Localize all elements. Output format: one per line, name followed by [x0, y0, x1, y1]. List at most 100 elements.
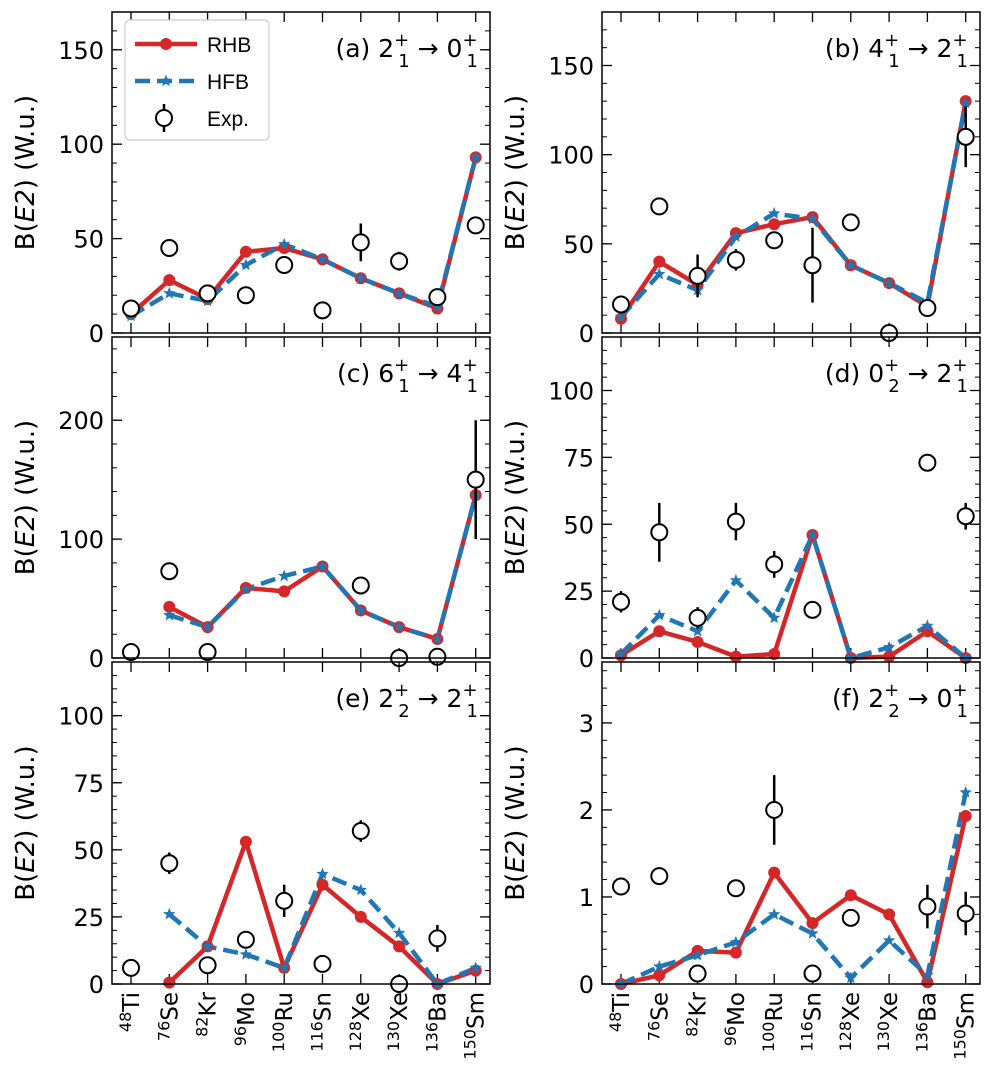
exp-point [198, 284, 217, 303]
exp-point [313, 301, 332, 320]
panel-title-sub1: 1 [888, 51, 899, 72]
hfb-point [691, 624, 704, 637]
y-axis-label-prefix: B( [501, 873, 531, 901]
y-tick-label: 50 [73, 226, 104, 254]
x-tick-label: 128Xe [346, 992, 375, 1051]
x-tick-mass: 128 [346, 1021, 365, 1052]
exp-point [351, 576, 370, 595]
x-tick-mass: 128 [836, 1021, 855, 1052]
x-tick-label: 116Sn [308, 992, 337, 1052]
rhb-line [619, 100, 968, 320]
y-axis-label-suffix: ) (W.u.) [11, 420, 41, 514]
hfb-point [431, 632, 444, 645]
hfb-point [163, 608, 176, 621]
panel-title-sub2: 1 [467, 51, 478, 72]
legend: RHB HFB Exp. [124, 19, 270, 141]
x-tick-label: 150Sm [461, 992, 490, 1060]
x-tick-label: 76Se [644, 992, 673, 1041]
x-tick-mass: 100 [759, 1022, 778, 1053]
hfb-point [239, 948, 253, 960]
plot-area [612, 95, 975, 342]
x-tick-mass: 82 [683, 1017, 702, 1037]
panel-title: (e) 2+ 2 → 2+ 1 [335, 680, 478, 722]
hfb-point [691, 948, 704, 961]
hfb-point [278, 569, 291, 582]
hfb-point [768, 207, 781, 219]
rhb-point [768, 647, 781, 660]
hfb-point [653, 960, 666, 972]
x-tick-symbol: Ba [915, 992, 941, 1022]
y-tick-label: 100 [548, 378, 594, 406]
x-tick-symbol: Ba [425, 992, 451, 1022]
y-tick-label: 100 [58, 526, 104, 554]
x-tick-symbol: Sn [801, 992, 827, 1021]
panel-title-sub1: 1 [398, 51, 409, 72]
rhb-line [619, 532, 967, 661]
x-tick-symbol: Kr [686, 991, 712, 1016]
hfb-point [278, 237, 291, 250]
axes-frame [111, 661, 491, 985]
panel-title-sub1: 2 [398, 701, 409, 722]
exp-point [956, 127, 975, 146]
exp-point [313, 954, 332, 973]
hfb-point [239, 258, 253, 271]
hfb-point [882, 276, 896, 289]
x-tick-label: 96Mo [721, 992, 750, 1046]
axes-frame [601, 336, 981, 659]
exp-point [726, 879, 745, 898]
hfb-point [392, 620, 406, 633]
rhb-point [653, 625, 666, 638]
hfb-line [168, 494, 478, 642]
y-tick-label: 1 [579, 884, 594, 912]
legend-rhb-label: RHB [207, 34, 251, 57]
axes-frame [601, 11, 981, 334]
panel-title-sub2: 1 [957, 701, 968, 722]
hfb-point [163, 907, 176, 920]
rhb-point [768, 866, 781, 879]
legend-hfb-label: HFB [207, 71, 249, 94]
hfb-point [354, 883, 367, 896]
legend-exp-label: Exp. [207, 108, 249, 131]
exp-point [726, 250, 745, 269]
panel-title-sup1: + [394, 355, 409, 376]
exp-point [612, 877, 630, 896]
exp-point [726, 512, 745, 531]
rhb-point [653, 255, 666, 268]
x-tick-mass: 150 [951, 1029, 970, 1060]
exp-point [466, 470, 485, 489]
plot-area [122, 420, 485, 667]
y-tick-label: 0 [579, 971, 594, 999]
hfb-point [316, 867, 329, 880]
rhb-point [278, 242, 291, 255]
rhb-point [691, 635, 704, 648]
plot-area [122, 150, 485, 322]
exp-point [275, 256, 294, 275]
exp-point [236, 286, 255, 305]
x-tick-mass: 100 [269, 1022, 288, 1053]
exp-point [956, 507, 975, 526]
y-axis-label-italic: E2 [501, 840, 531, 873]
x-tick-symbol: Sn [311, 992, 337, 1021]
hfb-point [469, 150, 482, 163]
panel-title-j2: 4 [447, 359, 463, 388]
y-axis-label: B(E2) (W.u.) [11, 745, 41, 900]
exp-point [650, 867, 669, 886]
exp-point [688, 964, 707, 983]
exp-point [160, 562, 179, 581]
panel-title-arrow: → [900, 34, 937, 63]
hfb-point [239, 582, 253, 595]
panel-title-label: (a) 2 [335, 34, 394, 63]
hfb-point [316, 252, 329, 265]
exp-point [956, 904, 975, 923]
panel-title-sub2: 1 [957, 51, 968, 72]
panel-title-sub2: 1 [467, 701, 478, 722]
hfb-line [129, 156, 478, 318]
x-tick-symbol: Sm [464, 992, 490, 1029]
rhb-point [806, 917, 819, 930]
y-axis-label-italic: E2 [501, 514, 531, 547]
exp-point [918, 453, 937, 472]
rhb-line [129, 156, 478, 316]
